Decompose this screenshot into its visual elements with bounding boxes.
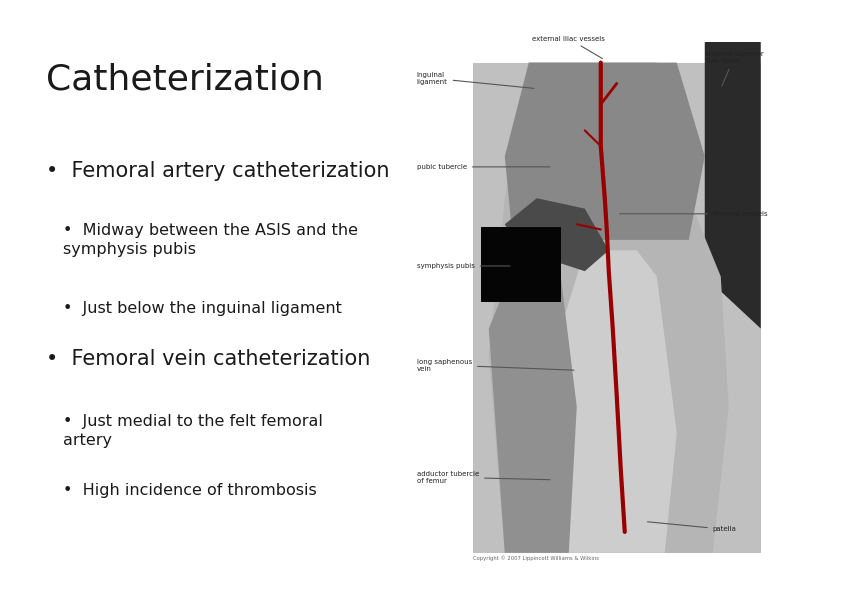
Text: adductor tubercle
of femur: adductor tubercle of femur [417, 471, 550, 484]
Text: •  Midway between the ASIS and the
symphysis pubis: • Midway between the ASIS and the symphy… [63, 224, 358, 257]
Text: Catheterization: Catheterization [46, 63, 324, 97]
Polygon shape [705, 42, 761, 328]
Text: femoral vessels: femoral vessels [620, 211, 767, 217]
Text: external iliac vessels: external iliac vessels [532, 36, 605, 58]
Polygon shape [488, 250, 577, 553]
Text: •  Femoral vein catheterization: • Femoral vein catheterization [46, 349, 370, 369]
Text: inguinal
ligament: inguinal ligament [417, 72, 534, 88]
Text: patella: patella [647, 522, 737, 532]
Text: pubic tubercle: pubic tubercle [417, 164, 550, 170]
Bar [481, 227, 561, 303]
Text: •  Femoral artery catheterization: • Femoral artery catheterization [46, 161, 390, 181]
Text: anterior superior
iliac spine: anterior superior iliac spine [705, 51, 764, 86]
Polygon shape [553, 250, 677, 553]
Text: Copyright © 2007 Lippincott Williams & Wilkins: Copyright © 2007 Lippincott Williams & W… [473, 555, 599, 561]
Text: symphysis pubis: symphysis pubis [417, 263, 510, 269]
Text: long saphenous
vein: long saphenous vein [417, 359, 574, 371]
Text: •  Just below the inguinal ligament: • Just below the inguinal ligament [63, 301, 342, 316]
Polygon shape [505, 63, 705, 240]
Polygon shape [488, 63, 729, 553]
Bar [473, 63, 761, 553]
Polygon shape [505, 198, 609, 271]
Text: •  High incidence of thrombosis: • High incidence of thrombosis [63, 483, 317, 498]
Text: •  Just medial to the felt femoral
artery: • Just medial to the felt femoral artery [63, 414, 323, 448]
